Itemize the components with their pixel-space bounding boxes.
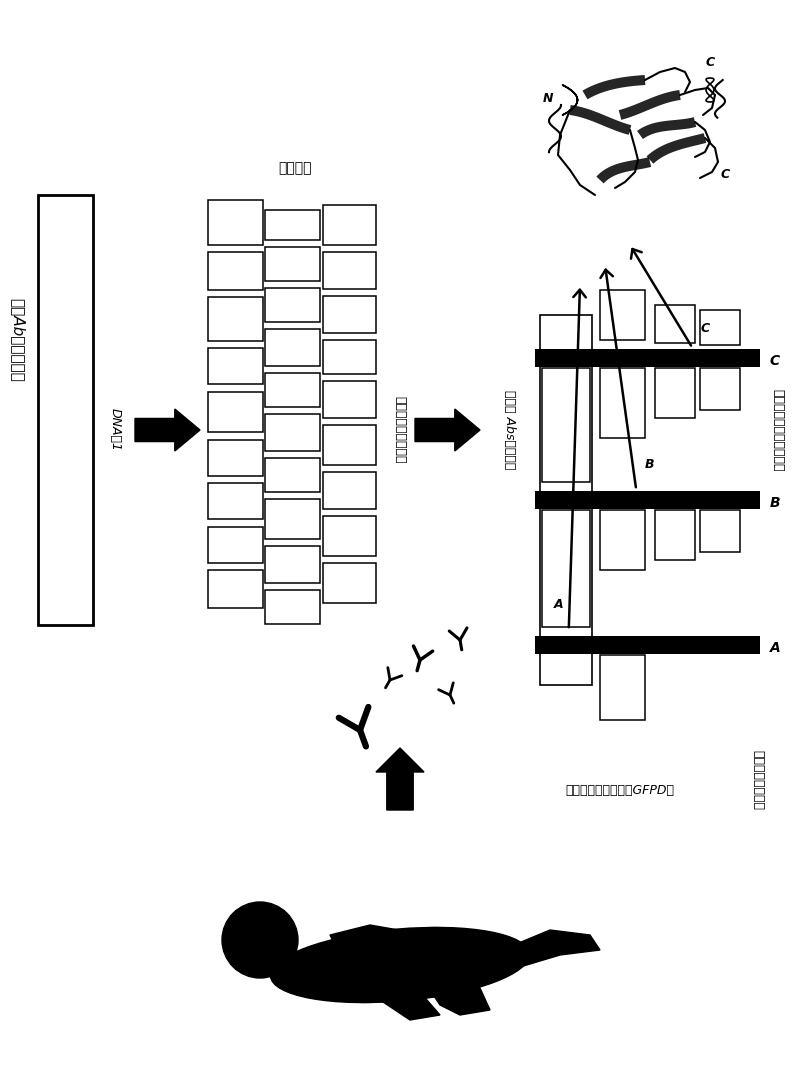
Bar — [323, 563, 376, 603]
Bar — [265, 458, 320, 492]
Bar — [323, 472, 376, 508]
Polygon shape — [582, 75, 646, 99]
Bar — [600, 368, 645, 438]
Bar — [265, 247, 320, 281]
Bar — [700, 310, 740, 345]
Text: 基因片段哘菌体库: 基因片段哘菌体库 — [751, 750, 765, 810]
Text: 恢复基因片段发酵菌体库: 恢复基因片段发酵菌体库 — [771, 389, 785, 471]
Bar — [323, 425, 376, 465]
Bar — [323, 296, 376, 333]
Bar — [600, 290, 645, 340]
Polygon shape — [376, 748, 424, 810]
Bar — [323, 381, 376, 418]
Text: C: C — [721, 168, 730, 181]
Text: C: C — [706, 55, 714, 68]
Bar — [265, 414, 320, 451]
Bar — [540, 314, 592, 685]
Bar — [208, 570, 263, 608]
Text: 基因片段发酵菌体库: 基因片段发酵菌体库 — [394, 397, 406, 464]
Bar — [655, 305, 695, 343]
Polygon shape — [637, 117, 696, 139]
Bar — [208, 392, 263, 432]
Polygon shape — [430, 988, 490, 1015]
Bar — [208, 440, 263, 477]
Polygon shape — [135, 409, 200, 451]
Bar — [208, 200, 263, 245]
Bar — [265, 589, 320, 624]
Polygon shape — [570, 106, 631, 134]
Text: C: C — [770, 354, 780, 368]
Bar — [323, 205, 376, 245]
Polygon shape — [415, 409, 480, 451]
Bar — [542, 510, 590, 627]
Text: DNA酶1: DNA酶1 — [109, 408, 122, 452]
Bar — [535, 349, 760, 367]
Bar — [208, 252, 263, 290]
Text: A: A — [770, 641, 781, 655]
Bar — [265, 499, 320, 539]
Text: B: B — [644, 458, 654, 471]
Bar — [323, 252, 376, 289]
Bar — [265, 546, 320, 583]
Text: B: B — [770, 496, 781, 510]
Circle shape — [222, 902, 298, 978]
Text: 在人类 Abs上平移序: 在人类 Abs上平移序 — [503, 390, 517, 470]
Text: N: N — [542, 92, 554, 104]
Bar — [265, 329, 320, 366]
Bar — [535, 636, 760, 655]
Bar — [542, 368, 590, 482]
Bar — [208, 297, 263, 341]
Polygon shape — [646, 133, 706, 164]
Polygon shape — [596, 157, 651, 183]
Polygon shape — [490, 930, 600, 970]
Bar — [265, 210, 320, 240]
Polygon shape — [618, 90, 681, 119]
Text: C: C — [701, 322, 710, 335]
Ellipse shape — [270, 927, 530, 1003]
Polygon shape — [330, 925, 480, 965]
Bar — [600, 510, 645, 570]
Bar — [700, 510, 740, 552]
Bar — [323, 340, 376, 374]
Bar — [600, 655, 645, 720]
Bar — [265, 288, 320, 322]
Bar — [208, 483, 263, 519]
Text: 基因片段: 基因片段 — [278, 161, 312, 175]
Bar — [208, 527, 263, 563]
Text: 编码Ab靶标的基因: 编码Ab靶标的基因 — [10, 298, 26, 382]
Text: A: A — [554, 598, 563, 612]
Bar — [535, 491, 760, 508]
Bar — [208, 348, 263, 384]
Bar — [655, 368, 695, 418]
Bar — [655, 510, 695, 560]
Bar — [38, 195, 93, 625]
Polygon shape — [370, 988, 440, 1020]
Bar — [265, 373, 320, 407]
Text: 基因片段哘菌体库（GFPD）: 基因片段哘菌体库（GFPD） — [566, 784, 674, 796]
Bar — [323, 516, 376, 556]
Bar — [700, 368, 740, 410]
